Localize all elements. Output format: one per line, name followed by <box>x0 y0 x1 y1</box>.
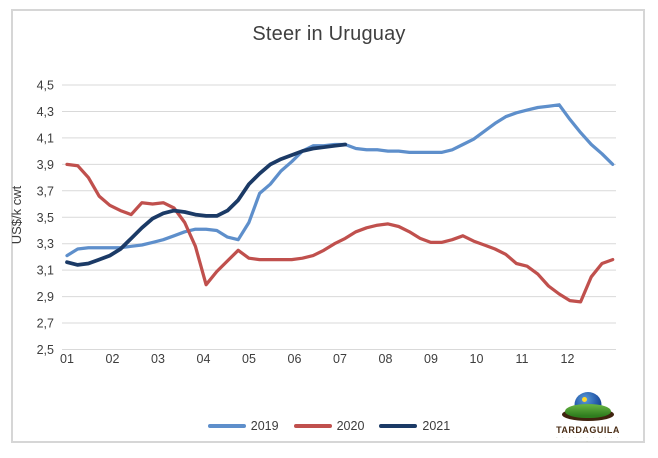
x-tick-label: 02 <box>106 352 120 366</box>
y-tick-label: 2,7 <box>37 317 54 331</box>
legend-label-2019: 2019 <box>250 419 279 433</box>
x-tick-label: 09 <box>424 352 438 366</box>
x-tick-label: 10 <box>470 352 484 366</box>
x-tick-label: 07 <box>333 352 347 366</box>
legend-swatch-2020 <box>293 424 332 428</box>
series-line-2020 <box>65 162 615 304</box>
x-tick-label: 06 <box>288 352 302 366</box>
y-tick-label: 2,9 <box>37 290 54 304</box>
logo-tagline: · · · · · · · · · · · · <box>556 435 620 444</box>
legend-swatch-2019 <box>207 424 246 428</box>
legend-item-2019: 2019 <box>207 419 279 433</box>
legend-label-2021: 2021 <box>422 419 451 433</box>
legend-label-2020: 2020 <box>336 419 365 433</box>
x-tick-label: 03 <box>151 352 165 366</box>
y-tick-label: 3,5 <box>37 211 54 225</box>
logo-text: TARDAGUILA <box>556 425 620 435</box>
y-tick-label: 2,5 <box>37 343 54 357</box>
x-tick-label: 11 <box>516 352 529 366</box>
chart-title: Steer in Uruguay <box>252 23 406 45</box>
x-tick-label: 12 <box>561 352 575 366</box>
series-line-2019 <box>65 103 615 258</box>
legend-item-2020: 2020 <box>293 419 365 433</box>
hill-icon <box>565 404 611 418</box>
x-tick-label: 08 <box>379 352 393 366</box>
y-tick-label: 3,9 <box>37 158 54 172</box>
y-tick-label: 4,1 <box>37 131 54 145</box>
x-tick-label: 04 <box>197 352 211 366</box>
y-tick-label: 3,1 <box>37 264 54 278</box>
y-tick-label: 3,7 <box>37 184 54 198</box>
x-tick-label: 01 <box>60 352 74 366</box>
y-tick-label: 4,3 <box>37 105 54 119</box>
y-axis-title: US$/k cwt <box>9 185 24 244</box>
legend: 2019 2020 2021 <box>0 418 658 434</box>
legend-item-2021: 2021 <box>379 419 450 433</box>
logo-art <box>556 392 620 422</box>
series-line-2021 <box>65 142 348 267</box>
sun-icon <box>582 397 587 402</box>
x-tick-label: 05 <box>242 352 256 366</box>
y-tick-label: 3,3 <box>37 237 54 251</box>
legend-swatch-2021 <box>379 424 418 428</box>
y-tick-label: 4,5 <box>37 79 54 93</box>
tardaguila-logo: TARDAGUILA · · · · · · · · · · · · <box>556 392 620 444</box>
